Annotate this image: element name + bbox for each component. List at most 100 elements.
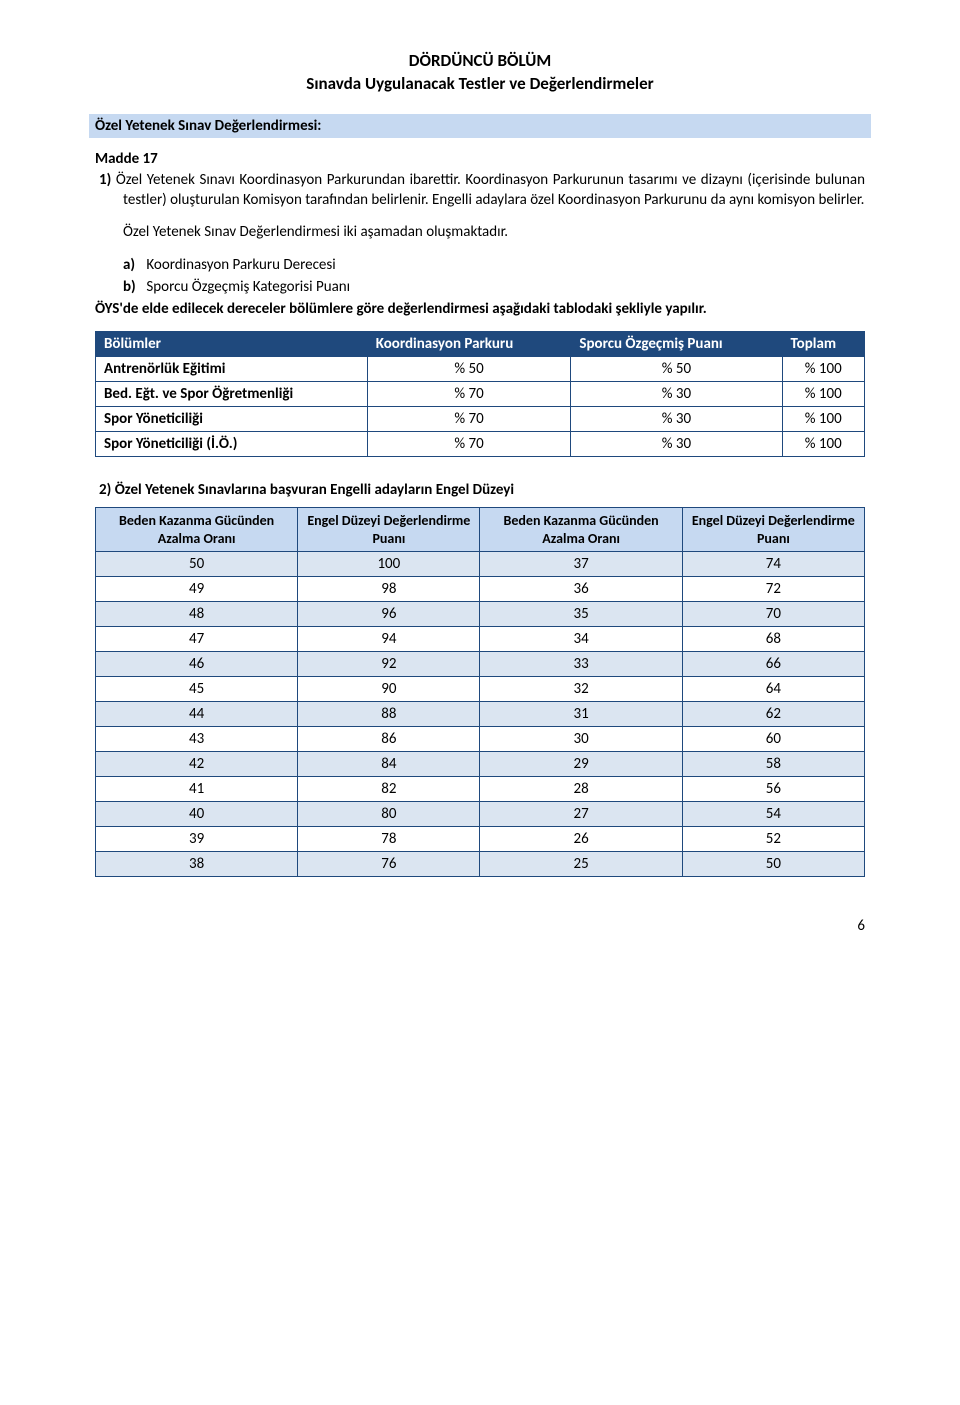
cell: 76 <box>298 852 480 877</box>
th2-c1: Beden Kazanma Gücünden Azalma Oranı <box>96 508 298 552</box>
paragraph-2: Özel Yetenek Sınav Değerlendirmesi iki a… <box>95 222 865 242</box>
sublist-b: b) Sporcu Özgeçmiş Kategorisi Puanı <box>95 277 865 297</box>
cell: 66 <box>682 652 864 677</box>
cell: 92 <box>298 652 480 677</box>
table-row: 45903264 <box>96 677 865 702</box>
cell: 29 <box>480 752 682 777</box>
paragraph-3: ÖYS'de elde edilecek dereceler bölümlere… <box>95 299 865 319</box>
cell-bolum: Spor Yöneticiliği <box>96 407 368 432</box>
cell: 44 <box>96 702 298 727</box>
cell: 37 <box>480 552 682 577</box>
table-row: 41822856 <box>96 777 865 802</box>
cell: 33 <box>480 652 682 677</box>
cell-bolum: Antrenörlük Eğitimi <box>96 357 368 382</box>
cell-koord: % 70 <box>367 382 571 407</box>
table-row: 49983672 <box>96 577 865 602</box>
cell: 36 <box>480 577 682 602</box>
sublist-a-text: Koordinasyon Parkuru Derecesi <box>146 256 335 274</box>
item-1-marker: 1) <box>99 171 111 189</box>
cell: 26 <box>480 827 682 852</box>
table-row: 40802754 <box>96 802 865 827</box>
table-row: 42842958 <box>96 752 865 777</box>
cell: 52 <box>682 827 864 852</box>
cell: 48 <box>96 602 298 627</box>
cell-sporcu: % 50 <box>571 357 782 382</box>
cell: 27 <box>480 802 682 827</box>
cell: 68 <box>682 627 864 652</box>
th2-c2: Engel Düzeyi Değerlendirme Puanı <box>298 508 480 552</box>
chapter-title: DÖRDÜNCÜ BÖLÜM Sınavda Uygulanacak Testl… <box>95 50 865 96</box>
sublist-b-text: Sporcu Özgeçmiş Kategorisi Puanı <box>146 278 350 296</box>
item-1-text: Özel Yetenek Sınavı Koordinasyon Parkuru… <box>116 171 865 209</box>
cell: 98 <box>298 577 480 602</box>
cell: 100 <box>298 552 480 577</box>
section-heading: Özel Yetenek Sınav Değerlendirmesi: <box>95 117 321 135</box>
table-row: 43863060 <box>96 727 865 752</box>
cell: 35 <box>480 602 682 627</box>
th-koordinasyon: Koordinasyon Parkuru <box>367 332 571 357</box>
cell-toplam: % 100 <box>782 382 864 407</box>
cell: 47 <box>96 627 298 652</box>
cell: 46 <box>96 652 298 677</box>
cell: 34 <box>480 627 682 652</box>
cell: 82 <box>298 777 480 802</box>
table-row: 48963570 <box>96 602 865 627</box>
th-toplam: Toplam <box>782 332 864 357</box>
cell: 86 <box>298 727 480 752</box>
table-row: Spor Yöneticiliği% 70% 30% 100 <box>96 407 865 432</box>
cell: 50 <box>682 852 864 877</box>
cell: 80 <box>298 802 480 827</box>
cell: 58 <box>682 752 864 777</box>
cell-koord: % 70 <box>367 432 571 457</box>
cell: 38 <box>96 852 298 877</box>
table-row: 39782652 <box>96 827 865 852</box>
th2-c4: Engel Düzeyi Değerlendirme Puanı <box>682 508 864 552</box>
table-row: 46923366 <box>96 652 865 677</box>
cell: 40 <box>96 802 298 827</box>
cell-sporcu: % 30 <box>571 432 782 457</box>
cell-toplam: % 100 <box>782 357 864 382</box>
cell: 54 <box>682 802 864 827</box>
cell-sporcu: % 30 <box>571 382 782 407</box>
cell: 50 <box>96 552 298 577</box>
cell: 70 <box>682 602 864 627</box>
cell-koord: % 50 <box>367 357 571 382</box>
cell: 49 <box>96 577 298 602</box>
cell: 31 <box>480 702 682 727</box>
disability-level-table: Beden Kazanma Gücünden Azalma Oranı Enge… <box>95 507 865 877</box>
th-bolumler: Bölümler <box>96 332 368 357</box>
item-2-marker: 2) <box>99 481 111 499</box>
sublist-a: a) Koordinasyon Parkuru Derecesi <box>95 255 865 275</box>
paragraph-3-text: ÖYS'de elde edilecek dereceler bölümlere… <box>95 300 707 318</box>
cell: 84 <box>298 752 480 777</box>
sublist-b-label: b) <box>123 277 143 297</box>
cell: 28 <box>480 777 682 802</box>
table-row: Spor Yöneticiliği (İ.Ö.)% 70% 30% 100 <box>96 432 865 457</box>
cell-bolum: Bed. Eğt. ve Spor Öğretmenliği <box>96 382 368 407</box>
table-row: Bed. Eğt. ve Spor Öğretmenliği% 70% 30% … <box>96 382 865 407</box>
sublist-a-label: a) <box>123 255 143 275</box>
cell: 60 <box>682 727 864 752</box>
cell: 96 <box>298 602 480 627</box>
table-row: 44883162 <box>96 702 865 727</box>
cell: 43 <box>96 727 298 752</box>
th-sporcu: Sporcu Özgeçmiş Puanı <box>571 332 782 357</box>
cell: 94 <box>298 627 480 652</box>
chapter-line-2: Sınavda Uygulanacak Testler ve Değerlend… <box>306 73 653 94</box>
cell-sporcu: % 30 <box>571 407 782 432</box>
th2-c3: Beden Kazanma Gücünden Azalma Oranı <box>480 508 682 552</box>
cell: 90 <box>298 677 480 702</box>
table2-header-row: Beden Kazanma Gücünden Azalma Oranı Enge… <box>96 508 865 552</box>
cell: 41 <box>96 777 298 802</box>
item-2-text: Özel Yetenek Sınavlarına başvuran Engell… <box>115 481 514 499</box>
cell: 88 <box>298 702 480 727</box>
table-row: Antrenörlük Eğitimi% 50% 50% 100 <box>96 357 865 382</box>
table-row: 501003774 <box>96 552 865 577</box>
cell: 72 <box>682 577 864 602</box>
departments-table: Bölümler Koordinasyon Parkuru Sporcu Özg… <box>95 331 865 457</box>
cell-koord: % 70 <box>367 407 571 432</box>
table-header-row: Bölümler Koordinasyon Parkuru Sporcu Özg… <box>96 332 865 357</box>
chapter-line-1: DÖRDÜNCÜ BÖLÜM <box>409 50 552 71</box>
cell: 56 <box>682 777 864 802</box>
page-number: 6 <box>95 917 865 935</box>
